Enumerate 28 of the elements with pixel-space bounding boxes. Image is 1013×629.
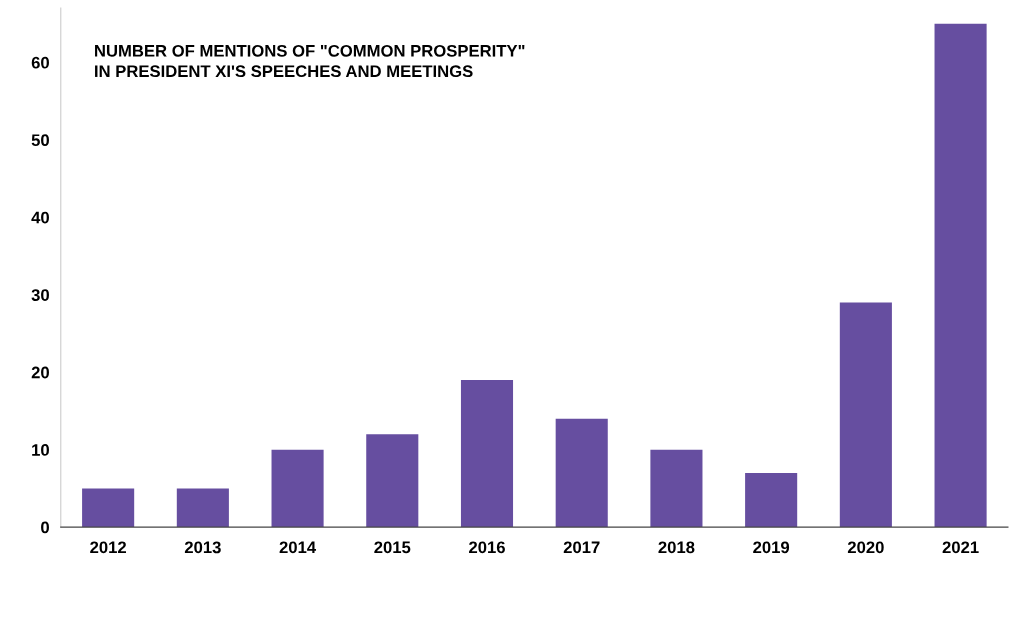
bar [176, 488, 229, 528]
y-tick-label: 30 [31, 289, 49, 301]
bar [839, 302, 892, 528]
x-tick-label: 2018 [658, 541, 695, 554]
x-tick-label: 2013 [184, 541, 221, 554]
x-tick-label: 2019 [753, 541, 790, 554]
x-tick-label: 2012 [90, 541, 127, 554]
text: NUMBER OF MENTIONS OF "COMMON PROSPERITY" IN PRESIDENT XI'S SPEECHES AND MEETINGS [95, 44, 525, 78]
bar [366, 434, 419, 528]
y-tick-label: 0 [41, 521, 49, 534]
y-tick-label: 50 [31, 134, 49, 147]
x-tick-label: 2021 [942, 541, 979, 554]
x-tick-label: 2014 [279, 541, 317, 554]
bar [555, 418, 608, 528]
y-tick-label: 60 [31, 56, 49, 69]
x-tick-label: 2015 [374, 541, 411, 554]
bar [934, 23, 987, 528]
y-tick-label: 20 [31, 366, 49, 379]
bar [271, 449, 324, 528]
bar [82, 488, 135, 528]
bar [745, 472, 798, 528]
x-tick-label: 2017 [563, 541, 600, 554]
bar [650, 449, 703, 528]
x-tick-label: 2016 [469, 541, 505, 554]
y-tick-label: 40 [31, 211, 49, 224]
bar [460, 379, 514, 528]
y-tick-label: 10 [32, 444, 49, 456]
x-tick-label: 2020 [847, 541, 884, 554]
